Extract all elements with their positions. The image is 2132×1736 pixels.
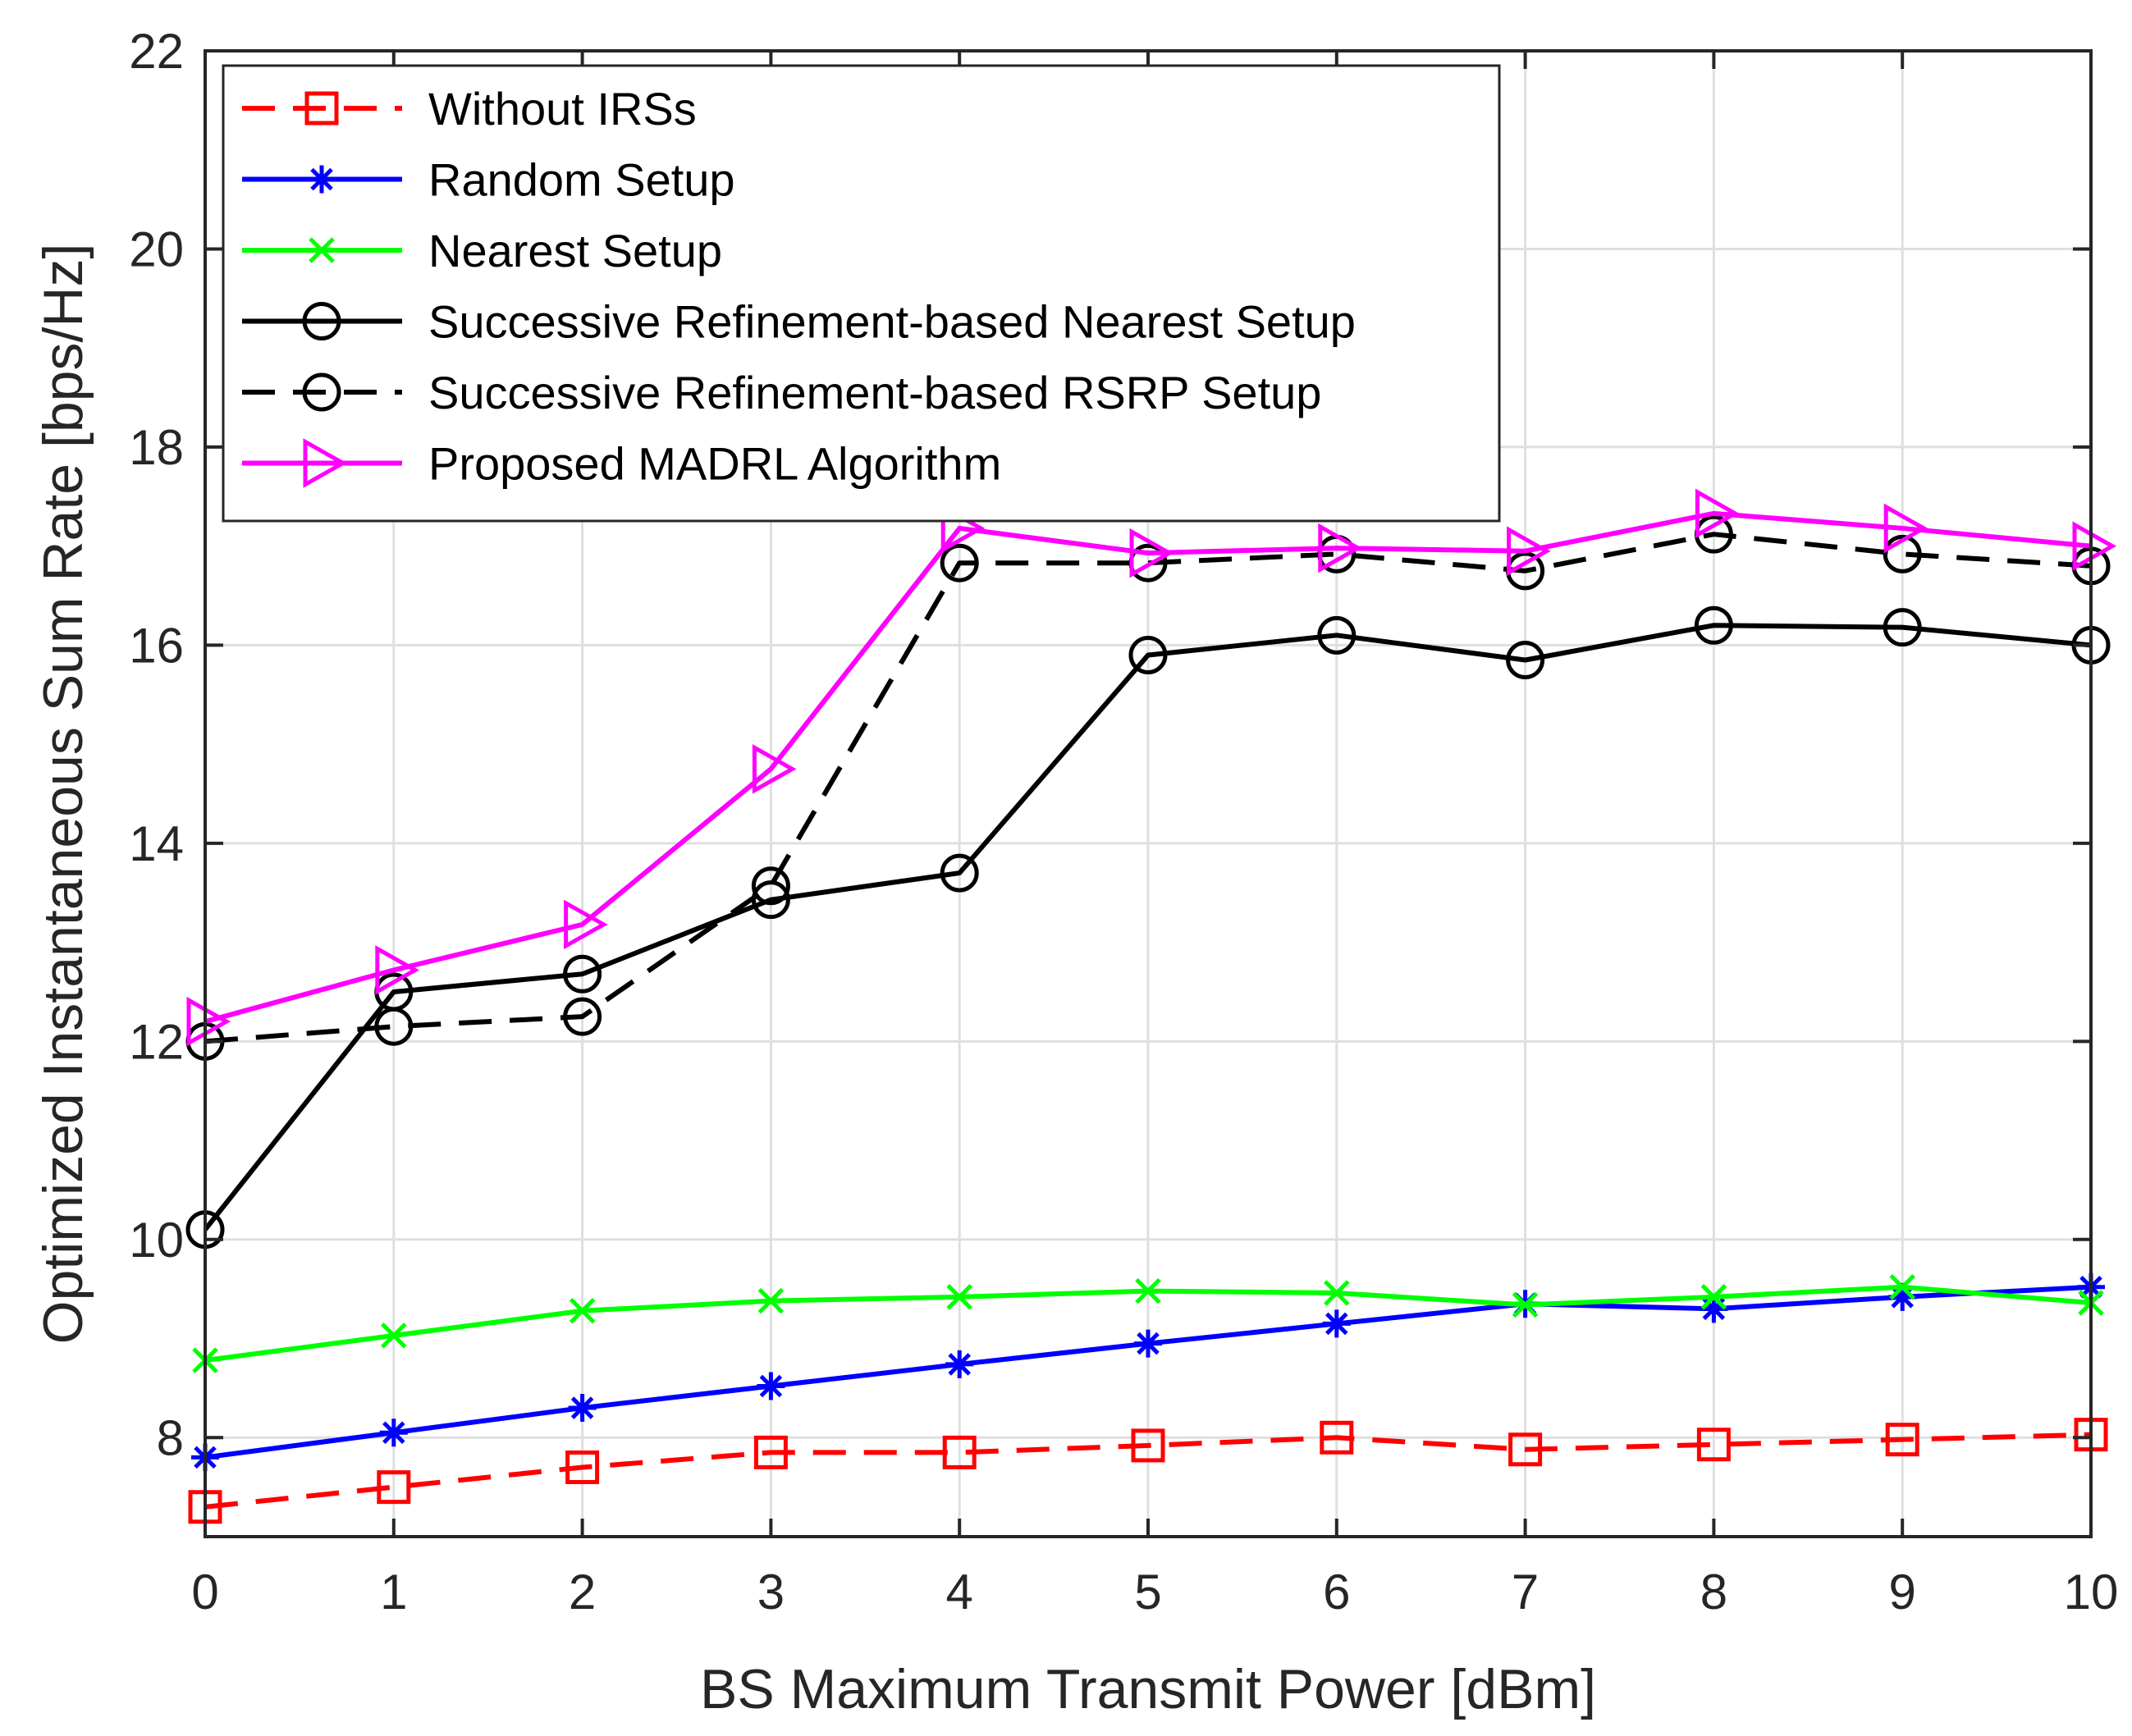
y-tick-label: 12 (129, 1014, 184, 1069)
x-tick-label: 2 (569, 1565, 596, 1620)
legend-label: Without IRSs (428, 83, 697, 135)
data-point (374, 1007, 414, 1046)
data-point (940, 543, 979, 582)
legend-box (222, 64, 1501, 523)
data-point (757, 1287, 785, 1314)
data-point (1320, 1420, 1354, 1455)
data-point (942, 1435, 977, 1469)
x-tick-label: 7 (1512, 1565, 1539, 1620)
data-point (1506, 641, 1545, 680)
legend-marker (304, 91, 339, 126)
y-axis-title: Optimized Instantaneous Sum Rate [bps/Hz… (32, 244, 94, 1345)
series-line (203, 623, 2092, 1231)
legend-item: Proposed MADRL Algorithm (242, 438, 1001, 490)
data-point (940, 853, 979, 893)
data-point (1694, 605, 1733, 645)
data-point (1508, 1432, 1543, 1467)
legend: Without IRSs Random Setup Nearest Setup Suc… (222, 64, 1501, 523)
legend-label: Proposed MADRL Algorithm (428, 438, 1001, 490)
y-tick-label: 18 (129, 420, 184, 475)
series-5 (186, 488, 2117, 1047)
x-tick-label: 1 (380, 1565, 407, 1620)
data-point (186, 996, 231, 1047)
x-tick-label: 8 (1700, 1565, 1727, 1620)
data-point (568, 1394, 597, 1423)
x-tick-label: 0 (191, 1565, 218, 1620)
y-tick-label: 20 (129, 222, 184, 276)
data-point (1883, 608, 1922, 647)
data-point (377, 1470, 411, 1505)
legend-marker (309, 237, 335, 263)
data-point (945, 1350, 974, 1378)
data-point (752, 744, 797, 794)
legend-label: Random Setup (428, 154, 735, 206)
legend-item: Successive Refinement-based RSRP Setup (242, 367, 1321, 418)
series-line (204, 510, 2092, 1025)
y-tick-label: 10 (129, 1213, 184, 1268)
legend-marker (308, 165, 336, 194)
legend-item: Successive Refinement-based Nearest Setu… (242, 296, 1356, 348)
y-tick-label: 14 (129, 816, 184, 871)
legend-marker (302, 372, 341, 412)
data-point (1318, 523, 1362, 573)
x-tick-label: 6 (1323, 1565, 1350, 1620)
data-point (1128, 635, 1168, 674)
legend-item: Nearest Setup (242, 225, 722, 276)
data-point (1700, 1295, 1728, 1323)
data-point (751, 866, 790, 906)
data-point (1131, 1428, 1165, 1463)
data-point (1700, 1284, 1727, 1310)
legend-marker (303, 438, 348, 488)
legend-label: Successive Refinement-based RSRP Setup (428, 367, 1321, 418)
y-tick-label: 8 (157, 1410, 184, 1465)
legend-label: Nearest Setup (428, 225, 722, 276)
data-point (757, 1372, 785, 1400)
x-tick-label: 5 (1134, 1565, 1161, 1620)
data-point (1135, 1277, 1161, 1304)
y-tick-label: 16 (129, 618, 184, 673)
data-point (1129, 528, 1174, 578)
data-point (1317, 615, 1357, 655)
data-point (1324, 1280, 1350, 1306)
data-point (2072, 521, 2117, 571)
data-point (1885, 1423, 1919, 1457)
data-point (563, 997, 602, 1036)
data-point (1134, 1329, 1162, 1358)
data-point (1883, 503, 1928, 554)
series-line (204, 1432, 2092, 1510)
data-point (375, 945, 419, 995)
x-tick-label: 10 (2064, 1565, 2119, 1620)
data-point (1696, 1428, 1731, 1462)
data-point (569, 1297, 596, 1324)
x-tick-label: 3 (757, 1565, 785, 1620)
x-tick-label: 9 (1889, 1565, 1916, 1620)
data-point (753, 1435, 788, 1469)
series-3 (185, 605, 2111, 1249)
legend-item: Without IRSs (242, 83, 697, 135)
series-layer (185, 488, 2117, 1524)
data-point (1883, 534, 1922, 573)
data-point (564, 899, 608, 950)
series-line (204, 532, 2092, 1044)
data-point (1507, 526, 1551, 576)
x-axis-title: BS Maximum Transmit Power [dBm] (700, 1658, 1596, 1720)
data-point (381, 1323, 407, 1349)
x-tick-label: 4 (946, 1565, 973, 1620)
series-0 (188, 1418, 2108, 1524)
data-point (563, 954, 602, 994)
legend-item: Random Setup (242, 154, 735, 206)
legend-marker (302, 302, 341, 340)
y-tick-label: 22 (129, 24, 184, 79)
legend-label: Successive Refinement-based Nearest Setu… (428, 296, 1356, 348)
data-point (1695, 488, 1740, 539)
data-point (1888, 1282, 1917, 1311)
data-point (1322, 1309, 1351, 1338)
data-point (565, 1450, 600, 1484)
data-point (946, 1284, 972, 1310)
data-point (1512, 1291, 1539, 1318)
data-point (379, 1418, 408, 1447)
data-point (1889, 1273, 1915, 1300)
